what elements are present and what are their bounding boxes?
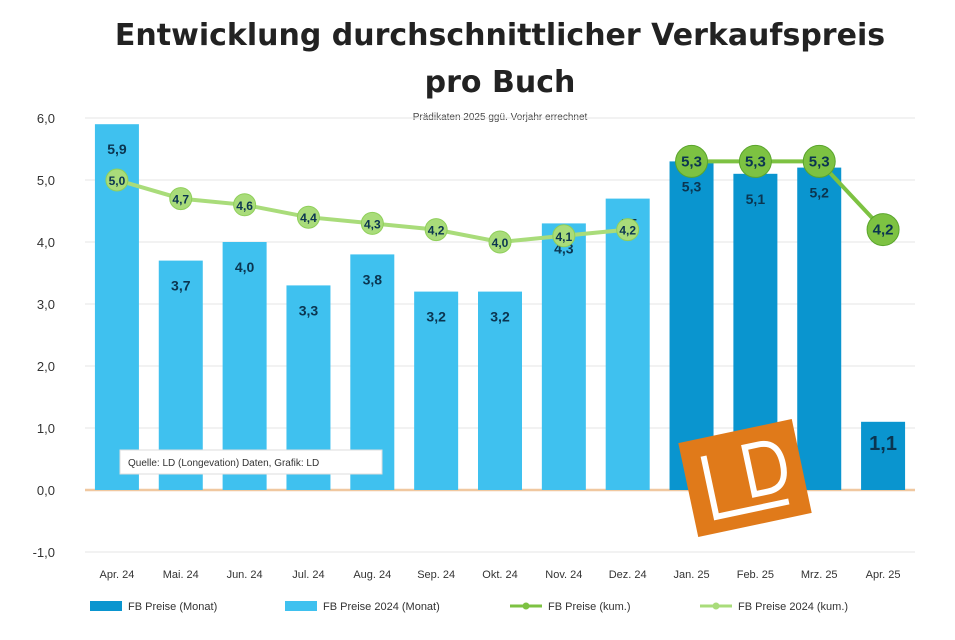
line-point (802, 144, 836, 178)
x-tick-label: Dez. 24 (609, 569, 647, 581)
source-note: Quelle: LD (Longevation) Daten, Grafik: … (119, 449, 383, 475)
legend-label: FB Preise 2024 (kum.) (738, 601, 848, 613)
bar (222, 242, 267, 490)
y-tick-label: 6,0 (37, 111, 55, 126)
bar-value-label: 3,7 (171, 278, 191, 294)
line-point (296, 205, 320, 229)
y-tick-label: -1,0 (33, 545, 55, 560)
x-tick-label: Jun. 24 (227, 569, 263, 581)
logo-mark-d (741, 440, 787, 498)
series-line (691, 159, 885, 231)
bar-value-label: 3,8 (363, 271, 383, 287)
bar-value-label: 4,0 (235, 259, 255, 275)
line-point (616, 218, 640, 242)
x-tick-label: Mrz. 25 (801, 569, 838, 581)
y-tick-label: 5,0 (37, 173, 55, 188)
x-tick-label: Nov. 24 (545, 569, 582, 581)
y-tick-label: 3,0 (37, 297, 55, 312)
bar-value-label: 1,1 (869, 433, 897, 455)
y-tick-label: 2,0 (37, 359, 55, 374)
point-value-label: 5,0 (109, 174, 126, 188)
y-axis-ticks: -1,0 0,0 1,0 2,0 3,0 4,0 5,0 6,0 (33, 111, 55, 560)
source-note-text: Quelle: LD (Longevation) Daten, Grafik: … (128, 458, 319, 469)
point-value-label: 4,2 (873, 222, 894, 239)
ld-logo (678, 418, 812, 538)
x-tick-label: Okt. 24 (482, 569, 517, 581)
chart-title-line1: Entwicklung durchschnittlicher Verkaufsp… (115, 18, 885, 53)
line-point (424, 218, 448, 242)
y-tick-label: 0,0 (37, 483, 55, 498)
bar (797, 167, 842, 490)
point-value-label: 5,3 (681, 153, 702, 170)
line-point (233, 193, 257, 217)
legend-swatch (90, 601, 122, 611)
bar-value-label: 3,2 (426, 309, 446, 325)
legend-marker (522, 602, 530, 610)
x-tick-label: Sep. 24 (417, 569, 455, 581)
point-value-label: 4,4 (300, 211, 317, 225)
point-value-label: 4,2 (619, 224, 636, 238)
legend-label: FB Preise 2024 (Monat) (323, 601, 440, 613)
legend-marker (712, 602, 720, 610)
bar (605, 198, 650, 490)
legend-label: FB Preise (Monat) (128, 601, 217, 613)
bar (414, 291, 459, 490)
x-tick-label: Feb. 25 (737, 569, 774, 581)
legend: FB Preise (Monat) FB Preise 2024 (Monat) F… (90, 601, 848, 613)
line-point (105, 168, 129, 192)
x-tick-label: Aug. 24 (353, 569, 391, 581)
bar-value-label: 5,3 (682, 178, 702, 194)
bar (478, 291, 522, 490)
point-value-label: 4,0 (492, 236, 509, 250)
bar-value-label: 3,3 (299, 302, 319, 318)
x-tick-label: Apr. 25 (866, 569, 901, 581)
bar-value-label: 5,9 (107, 141, 127, 157)
bar (669, 161, 714, 490)
x-tick-label: Apr. 24 (99, 569, 134, 581)
point-value-label: 4,6 (236, 199, 253, 213)
line-point (169, 187, 193, 211)
line-point (866, 213, 900, 247)
x-tick-label: Jan. 25 (673, 569, 709, 581)
bar (861, 421, 906, 490)
x-tick-label: Jul. 24 (292, 569, 324, 581)
line-layer: 5,3 5,3 5,3 4,2 5,0 4,7 4,6 4,4 4,3 4,2 4,0 4,1 4,2 (105, 144, 900, 254)
legend-swatch (285, 601, 317, 611)
point-value-label: 5,3 (809, 153, 830, 170)
line-point (738, 144, 772, 178)
line-point (675, 144, 709, 178)
line-point (552, 224, 576, 248)
point-value-label: 5,3 (745, 153, 766, 170)
source-note-box (119, 449, 383, 475)
y-tick-label: 4,0 (37, 235, 55, 250)
line-point (360, 211, 384, 235)
chart-title-line2: pro Buch (425, 65, 576, 100)
bar-value-label: 5,1 (746, 191, 766, 207)
x-axis-ticks: Apr. 24 Mai. 24 Jun. 24 Jul. 24 Aug. 24 Sep. … (99, 569, 900, 581)
point-value-label: 4,3 (364, 217, 381, 231)
legend-label: FB Preise (kum.) (548, 601, 631, 613)
y-tick-label: 1,0 (37, 421, 55, 436)
point-value-label: 4,2 (428, 224, 445, 238)
x-tick-label: Mai. 24 (163, 569, 199, 581)
bar-value-label: 5,2 (809, 185, 829, 201)
logo-mark (700, 455, 790, 521)
line-point (488, 230, 512, 254)
bar-value-label: 3,2 (490, 309, 510, 325)
point-value-label: 4,7 (172, 193, 189, 207)
bar (541, 223, 586, 490)
point-value-label: 4,1 (556, 230, 573, 244)
